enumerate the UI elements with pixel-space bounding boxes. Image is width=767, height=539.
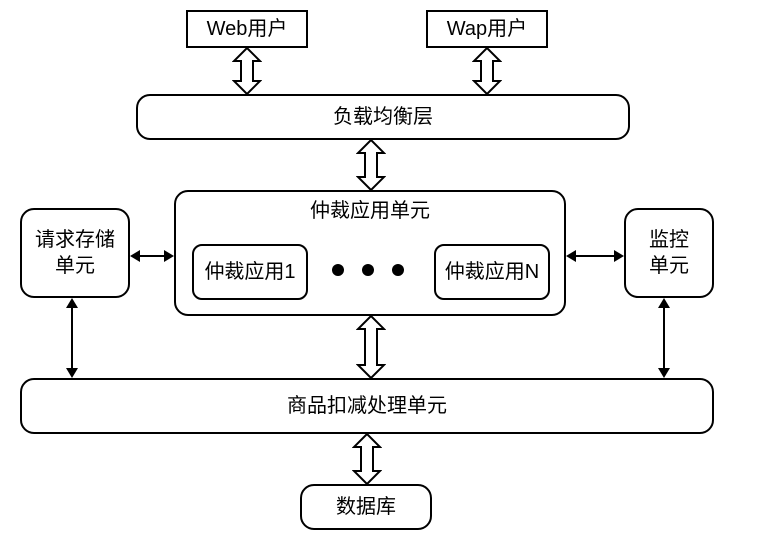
web-user-label: Web用户 [207, 16, 288, 42]
arrow-monitor-deduction [654, 298, 674, 378]
arrow-arbiter-to-deduction [356, 316, 386, 378]
load-balance-label: 负载均衡层 [333, 104, 433, 130]
request-store-node: 请求存储 单元 [20, 208, 130, 298]
ellipsis-dots [332, 264, 404, 276]
web-user-node: Web用户 [186, 10, 308, 48]
arrow-deduction-to-db [352, 434, 382, 484]
arbiter-1-label: 仲裁应用1 [204, 259, 295, 285]
monitor-label: 监控 单元 [649, 227, 689, 279]
arrow-web-to-lb [232, 48, 262, 94]
arrow-reqstore-arbiter [130, 246, 174, 266]
database-label: 数据库 [336, 494, 396, 520]
dot-icon [392, 264, 404, 276]
database-node: 数据库 [300, 484, 432, 530]
wap-user-label: Wap用户 [447, 16, 527, 42]
dot-icon [332, 264, 344, 276]
request-store-label: 请求存储 单元 [35, 227, 115, 279]
arbiter-unit-label: 仲裁应用单元 [310, 198, 430, 224]
dot-icon [362, 264, 374, 276]
arrow-wap-to-lb [472, 48, 502, 94]
arrow-reqstore-deduction [62, 298, 82, 378]
arbiter-1-node: 仲裁应用1 [192, 244, 308, 300]
arbiter-n-node: 仲裁应用N [434, 244, 550, 300]
deduction-label: 商品扣减处理单元 [287, 393, 447, 419]
load-balance-node: 负载均衡层 [136, 94, 630, 140]
deduction-node: 商品扣减处理单元 [20, 378, 714, 434]
arrow-lb-to-arbiter [356, 140, 386, 190]
arrow-arbiter-monitor [566, 246, 624, 266]
arbiter-n-label: 仲裁应用N [445, 259, 539, 285]
monitor-node: 监控 单元 [624, 208, 714, 298]
wap-user-node: Wap用户 [426, 10, 548, 48]
